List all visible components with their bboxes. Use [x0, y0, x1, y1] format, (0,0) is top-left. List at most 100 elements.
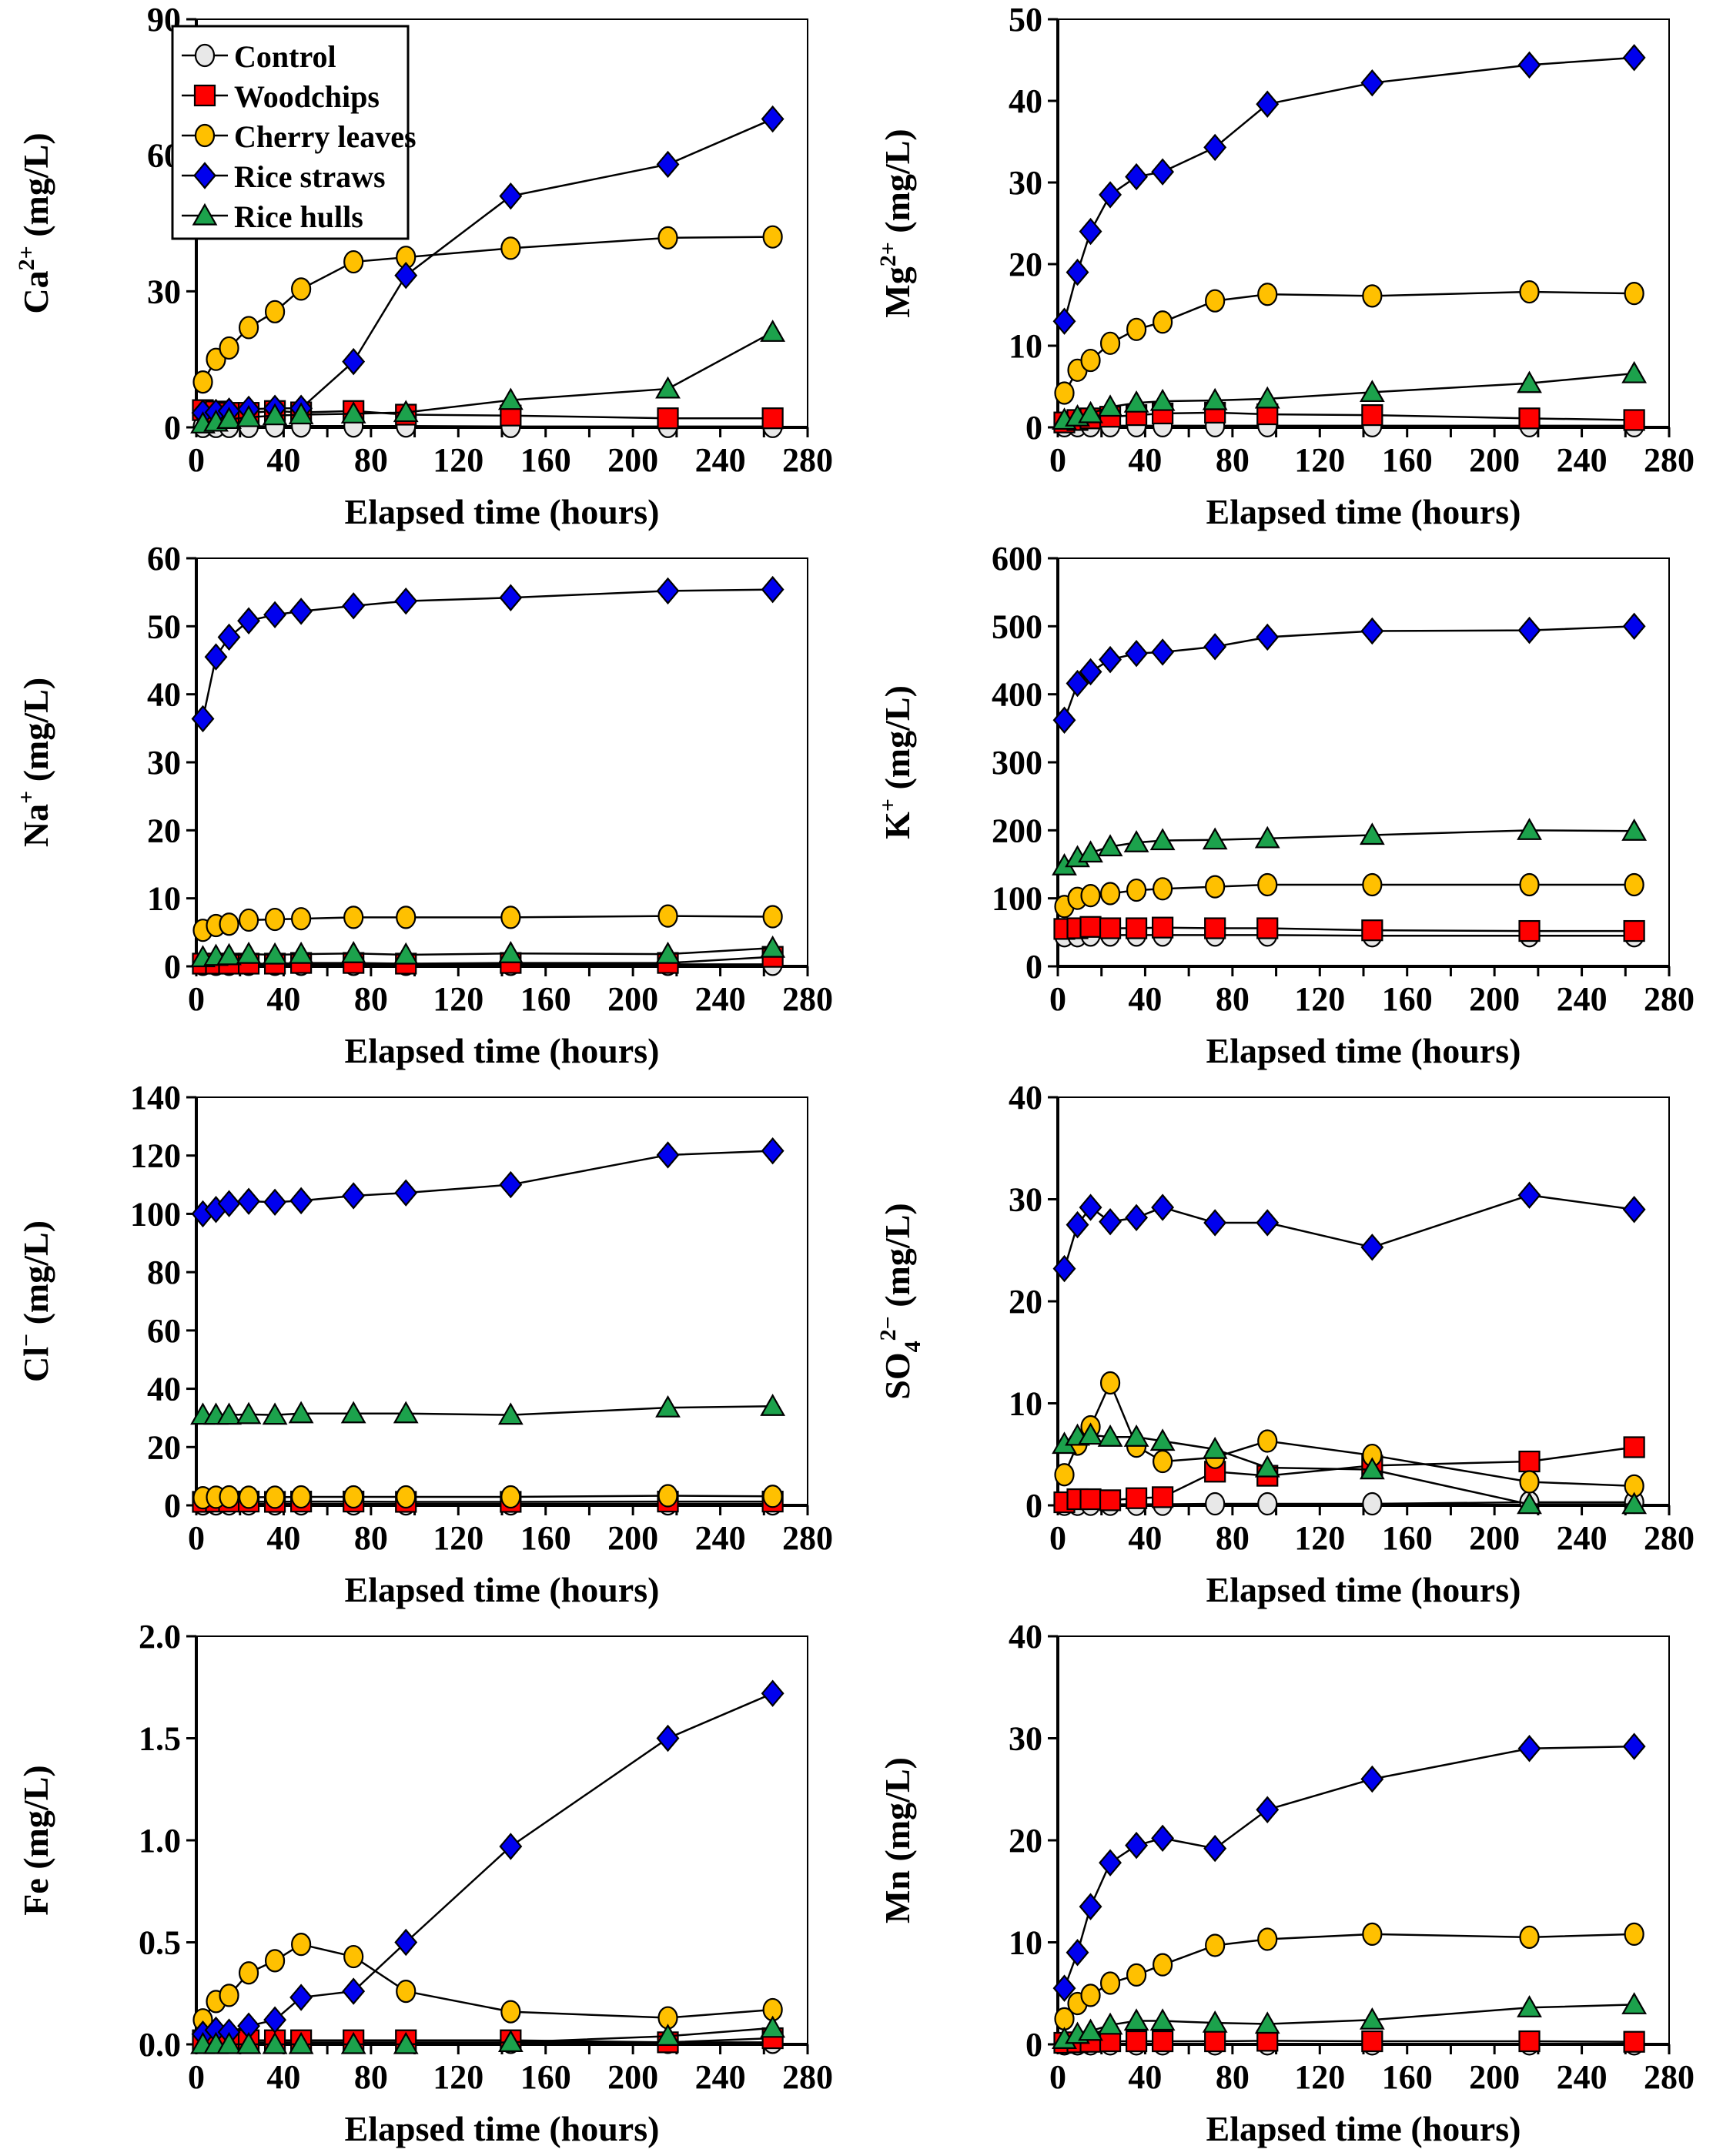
data-point-triangle [340, 401, 366, 424]
data-point-square [193, 84, 216, 107]
data-point-diamond [1360, 617, 1384, 645]
data-point-triangle [497, 940, 524, 963]
data-point-diamond [237, 607, 260, 634]
data-point-diamond [342, 1182, 366, 1210]
data-point-triangle [393, 400, 419, 423]
chart-text: 240 [1557, 980, 1608, 1018]
data-point-diamond [1066, 1210, 1089, 1239]
chart-text: 0 [1049, 980, 1066, 1018]
series-cherry-leaves [192, 225, 783, 394]
data-point-circle [238, 908, 259, 932]
data-point-diamond [1052, 1254, 1076, 1283]
chart-text: 80 [354, 441, 388, 479]
data-point-diamond [1256, 90, 1280, 118]
chart-text: 0 [1025, 409, 1042, 447]
chart-text: 240 [695, 441, 746, 479]
x-axis-title: Elapsed time (hours) [345, 1570, 660, 1609]
data-point-circle [291, 1485, 312, 1509]
x-axis-title: Elapsed time (hours) [1206, 1570, 1521, 1609]
data-point-triangle [1078, 400, 1103, 424]
data-point-triangle [262, 2031, 288, 2054]
data-point-diamond [1203, 633, 1227, 661]
data-point-diamond [1052, 307, 1076, 335]
chart-text: 40 [266, 2058, 300, 2096]
chart-text: 200 [607, 441, 658, 479]
plot-frame [1057, 18, 1670, 428]
data-point-circle [1257, 1429, 1278, 1453]
data-point-circle [1624, 282, 1644, 306]
chart-text: 10 [147, 880, 181, 918]
data-point-diamond [1203, 133, 1227, 162]
data-point-circle [1362, 1491, 1383, 1516]
data-point-circle [343, 249, 364, 274]
data-point-diamond [761, 1679, 785, 1707]
data-point-diamond [263, 601, 287, 629]
data-point-diamond [1125, 1204, 1149, 1232]
chart-text: 500 [992, 608, 1042, 645]
chart-text: 50 [147, 608, 181, 645]
data-point-triangle [1123, 830, 1149, 852]
data-point-circle [500, 2000, 521, 2024]
data-point-triangle [262, 403, 288, 426]
data-point-triangle [1621, 360, 1648, 383]
chart-text: 120 [433, 980, 483, 1018]
chart-text: 100 [130, 1195, 181, 1233]
chart-cl: 0 40 80 120 160 200 240 280 0 20 40 60 80 100 120 140 El… [14, 1079, 833, 1609]
data-point-triangle [497, 1402, 524, 1425]
chart-text: 0.5 [139, 1924, 181, 1962]
data-point-diamond [499, 1833, 523, 1860]
data-point-diamond [1360, 1765, 1384, 1793]
data-point-circle [238, 316, 259, 340]
data-point-circle [1099, 882, 1121, 906]
data-point-square [1099, 1489, 1122, 1512]
data-point-diamond [394, 262, 418, 290]
chart-text: 20 [147, 1428, 181, 1466]
data-point-triangle [393, 2031, 419, 2054]
data-point-triangle [1202, 1436, 1228, 1459]
data-point-triangle [236, 404, 262, 427]
data-point-circle [1257, 1491, 1278, 1516]
data-point-diamond [656, 577, 680, 605]
data-point-circle [396, 1485, 417, 1509]
y-axis-title: Na+ (mg/L) [14, 678, 55, 847]
data-point-triangle [1123, 390, 1149, 413]
data-point-circle [343, 1944, 364, 1969]
plot-frame [196, 557, 808, 967]
data-point-square [1125, 917, 1148, 939]
data-point-triangle [1202, 387, 1228, 410]
chart-text: 40 [266, 1519, 300, 1557]
data-point-circle [264, 1949, 286, 1973]
chart-text: 0 [1049, 1519, 1066, 1557]
data-point-triangle [1621, 1992, 1648, 2014]
chart-mg: 0 40 80 120 160 200 240 280 0 10 20 30 40 50 Elapsed t… [875, 1, 1695, 531]
chart-text: 30 [1009, 164, 1042, 202]
chart-text: 40 [266, 441, 300, 479]
data-point-circle [194, 123, 216, 148]
chart-text: 400 [992, 676, 1042, 714]
series-rice-straws [1052, 1732, 1646, 2002]
legend-label: Woodchips [234, 79, 380, 114]
data-point-triangle [1517, 818, 1542, 840]
chart-text: 120 [433, 441, 483, 479]
chart-text: 40 [1128, 441, 1162, 479]
x-axis-title: Elapsed time (hours) [1206, 492, 1521, 531]
data-point-diamond [394, 1928, 418, 1957]
data-point-circle [1519, 1925, 1540, 1949]
data-point-triangle [1517, 1995, 1542, 2017]
data-point-diamond [1099, 181, 1122, 209]
data-point-circle [657, 226, 678, 249]
data-point-circle [1519, 872, 1540, 897]
data-point-diamond [289, 1984, 313, 2011]
data-point-diamond [656, 1141, 680, 1169]
data-point-circle [264, 1485, 286, 1509]
data-point-circle [291, 277, 312, 301]
data-point-diamond [1066, 258, 1089, 286]
data-point-triangle [1202, 2010, 1228, 2033]
chart-text: 120 [1294, 1519, 1345, 1557]
chart-text: 10 [1009, 1924, 1042, 1962]
chart-text: 0 [1049, 441, 1066, 479]
chart-text: 0 [164, 948, 181, 986]
chart-text: 80 [354, 980, 388, 1018]
data-point-triangle [340, 940, 366, 963]
data-point-triangle [1149, 2008, 1176, 2031]
